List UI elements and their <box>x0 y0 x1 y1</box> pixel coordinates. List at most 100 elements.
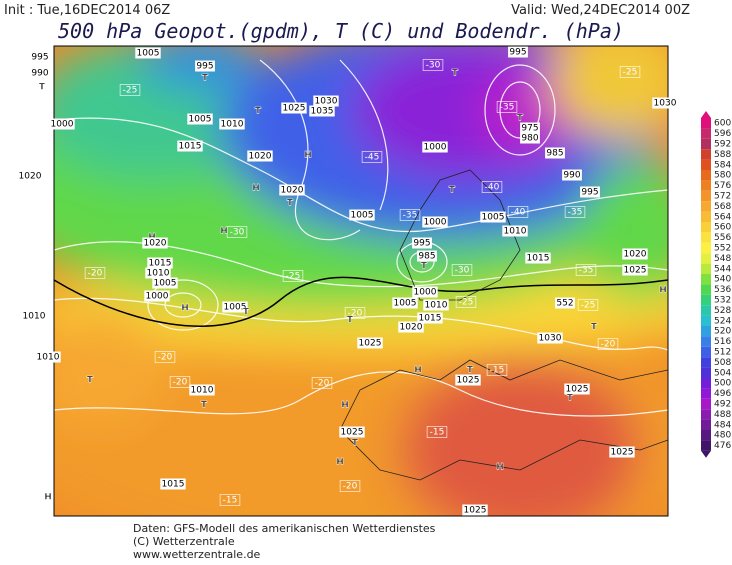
contour-label: 1010 <box>37 353 60 363</box>
legend-label: 560 <box>714 223 731 233</box>
legend-swatch <box>701 180 711 191</box>
legend-swatch <box>701 409 711 420</box>
pressure-center: H <box>496 463 504 473</box>
contour-label: 1000 <box>414 288 437 298</box>
legend-swatch <box>701 430 711 441</box>
legend-label: 576 <box>714 181 731 191</box>
contour-label: 990 <box>31 69 48 79</box>
legend-swatch <box>701 294 711 306</box>
contour-label: 552 <box>556 299 573 309</box>
label-box <box>399 209 421 221</box>
contour-label: 980 <box>521 134 538 144</box>
label-box <box>417 250 437 262</box>
legend-swatch <box>701 253 711 264</box>
label-box <box>481 181 503 193</box>
pressure-center: T <box>347 316 354 326</box>
label-box <box>195 60 215 72</box>
pressure-center: T <box>243 308 250 318</box>
label-box <box>426 426 448 438</box>
label-box <box>135 47 161 59</box>
legend-label: 552 <box>714 244 731 254</box>
label-box <box>480 211 506 223</box>
label-box <box>222 301 248 313</box>
legend-label: 504 <box>714 368 731 378</box>
map-frame <box>53 45 669 517</box>
pressure-center: T <box>352 439 359 449</box>
contour-label: -35 <box>403 211 418 221</box>
contour-label: -15 <box>490 366 505 376</box>
legend-label: 520 <box>714 327 731 337</box>
label-box <box>219 118 245 130</box>
legend-label: 512 <box>714 348 731 358</box>
contour-label: 1020 <box>281 186 304 196</box>
legend-swatch <box>701 128 711 139</box>
pressure-center: T <box>87 376 94 386</box>
label-box <box>451 264 473 276</box>
legend-label: 508 <box>714 358 731 368</box>
label-box <box>455 374 481 386</box>
label-box <box>187 113 213 125</box>
contour-label: -35 <box>500 103 515 113</box>
contour-label: 1025 <box>283 104 306 114</box>
contour-label: 1010 <box>191 386 214 396</box>
legend-label: 532 <box>714 296 731 306</box>
contour-label: 1015 <box>162 480 185 490</box>
contour-label: -20 <box>348 309 363 319</box>
pressure-center: H <box>220 227 228 237</box>
contour-label: -35 <box>579 266 594 276</box>
label-box <box>142 237 168 249</box>
contour-label: 1010 <box>147 269 170 279</box>
label-box <box>537 332 563 344</box>
contour-label: 1025 <box>611 448 634 458</box>
pressure-center: T <box>567 394 574 404</box>
legend-swatch <box>701 346 711 358</box>
legend-label: 580 <box>714 171 731 181</box>
pressure-center: H <box>181 304 189 314</box>
legend-swatch <box>701 305 711 316</box>
label-box <box>422 141 448 153</box>
legend-swatch <box>701 274 711 285</box>
legend-swatch <box>701 378 711 389</box>
legend-swatch <box>701 149 711 160</box>
contour-label: 1025 <box>359 339 382 349</box>
contour-label: 1030 <box>654 99 677 109</box>
label-box <box>422 216 448 228</box>
label-box <box>49 118 75 130</box>
legend-label: 592 <box>714 140 731 150</box>
contour-label: 1015 <box>149 259 172 269</box>
contour-label: 1000 <box>146 292 169 302</box>
contour-label: 1020 <box>144 239 167 249</box>
contour-label: -20 <box>88 269 103 279</box>
contour-label: 1000 <box>424 218 447 228</box>
label-box <box>525 252 551 264</box>
contour-label: -45 <box>365 153 380 163</box>
pressure-center: H <box>414 366 422 376</box>
legend-arrow-top <box>701 111 711 118</box>
legend-label: 524 <box>714 316 731 326</box>
contour-label: 1005 <box>351 211 374 221</box>
contour-label: 1005 <box>189 115 212 125</box>
contour-label: -35 <box>568 208 583 218</box>
pressure-center: H <box>341 401 349 411</box>
contour-label: 1025 <box>566 385 589 395</box>
label-box <box>545 147 565 159</box>
map-title: 500 hPa Geopot.(gpdm), T (C) und Bodendr… <box>58 19 624 43</box>
legend-swatch <box>701 232 711 243</box>
label-box <box>35 351 61 363</box>
contour-label: 1010 <box>425 301 448 311</box>
label-box <box>119 84 141 96</box>
label-box <box>281 102 307 114</box>
pressure-center: H <box>659 286 667 296</box>
legend-label: 596 <box>714 129 731 139</box>
label-box <box>344 307 366 319</box>
legend-swatch <box>701 211 711 222</box>
label-box <box>577 299 599 311</box>
label-box <box>562 169 582 181</box>
contour-label: 1025 <box>624 266 647 276</box>
pressure-center: T <box>467 366 474 376</box>
legend-label: 588 <box>714 150 731 160</box>
contour-label: 995 <box>413 239 430 249</box>
legend-label: 540 <box>714 275 731 285</box>
contour-label: -30 <box>23 183 38 193</box>
map-field <box>54 46 668 516</box>
